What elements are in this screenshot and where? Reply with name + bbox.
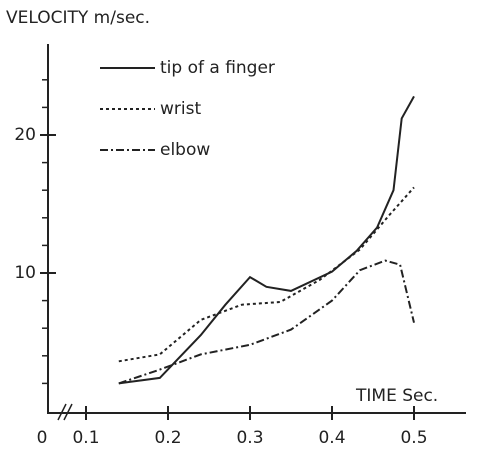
series-line (118, 95, 415, 385)
x-tick-label: 0.2 (154, 428, 181, 448)
legend-label: elbow (160, 140, 210, 160)
x-origin-label: 0 (37, 428, 48, 448)
legend-label: wrist (160, 99, 201, 119)
chart-title: VELOCITY m/sec. (6, 8, 150, 28)
legend-label: tip of a finger (160, 58, 275, 78)
axes (47, 44, 466, 414)
x-axis-label: TIME Sec. (355, 386, 438, 406)
series-line (118, 259, 415, 385)
x-tick-label: 0.3 (236, 428, 263, 448)
axis-break (57, 403, 73, 421)
x-tick-label: 0.5 (400, 428, 427, 448)
series-line (118, 186, 415, 363)
y-tick-label: 20 (14, 125, 36, 145)
x-tick-label: 0.1 (72, 428, 99, 448)
x-tick-label: 0.4 (318, 428, 345, 448)
y-tick-label: 10 (14, 263, 36, 283)
